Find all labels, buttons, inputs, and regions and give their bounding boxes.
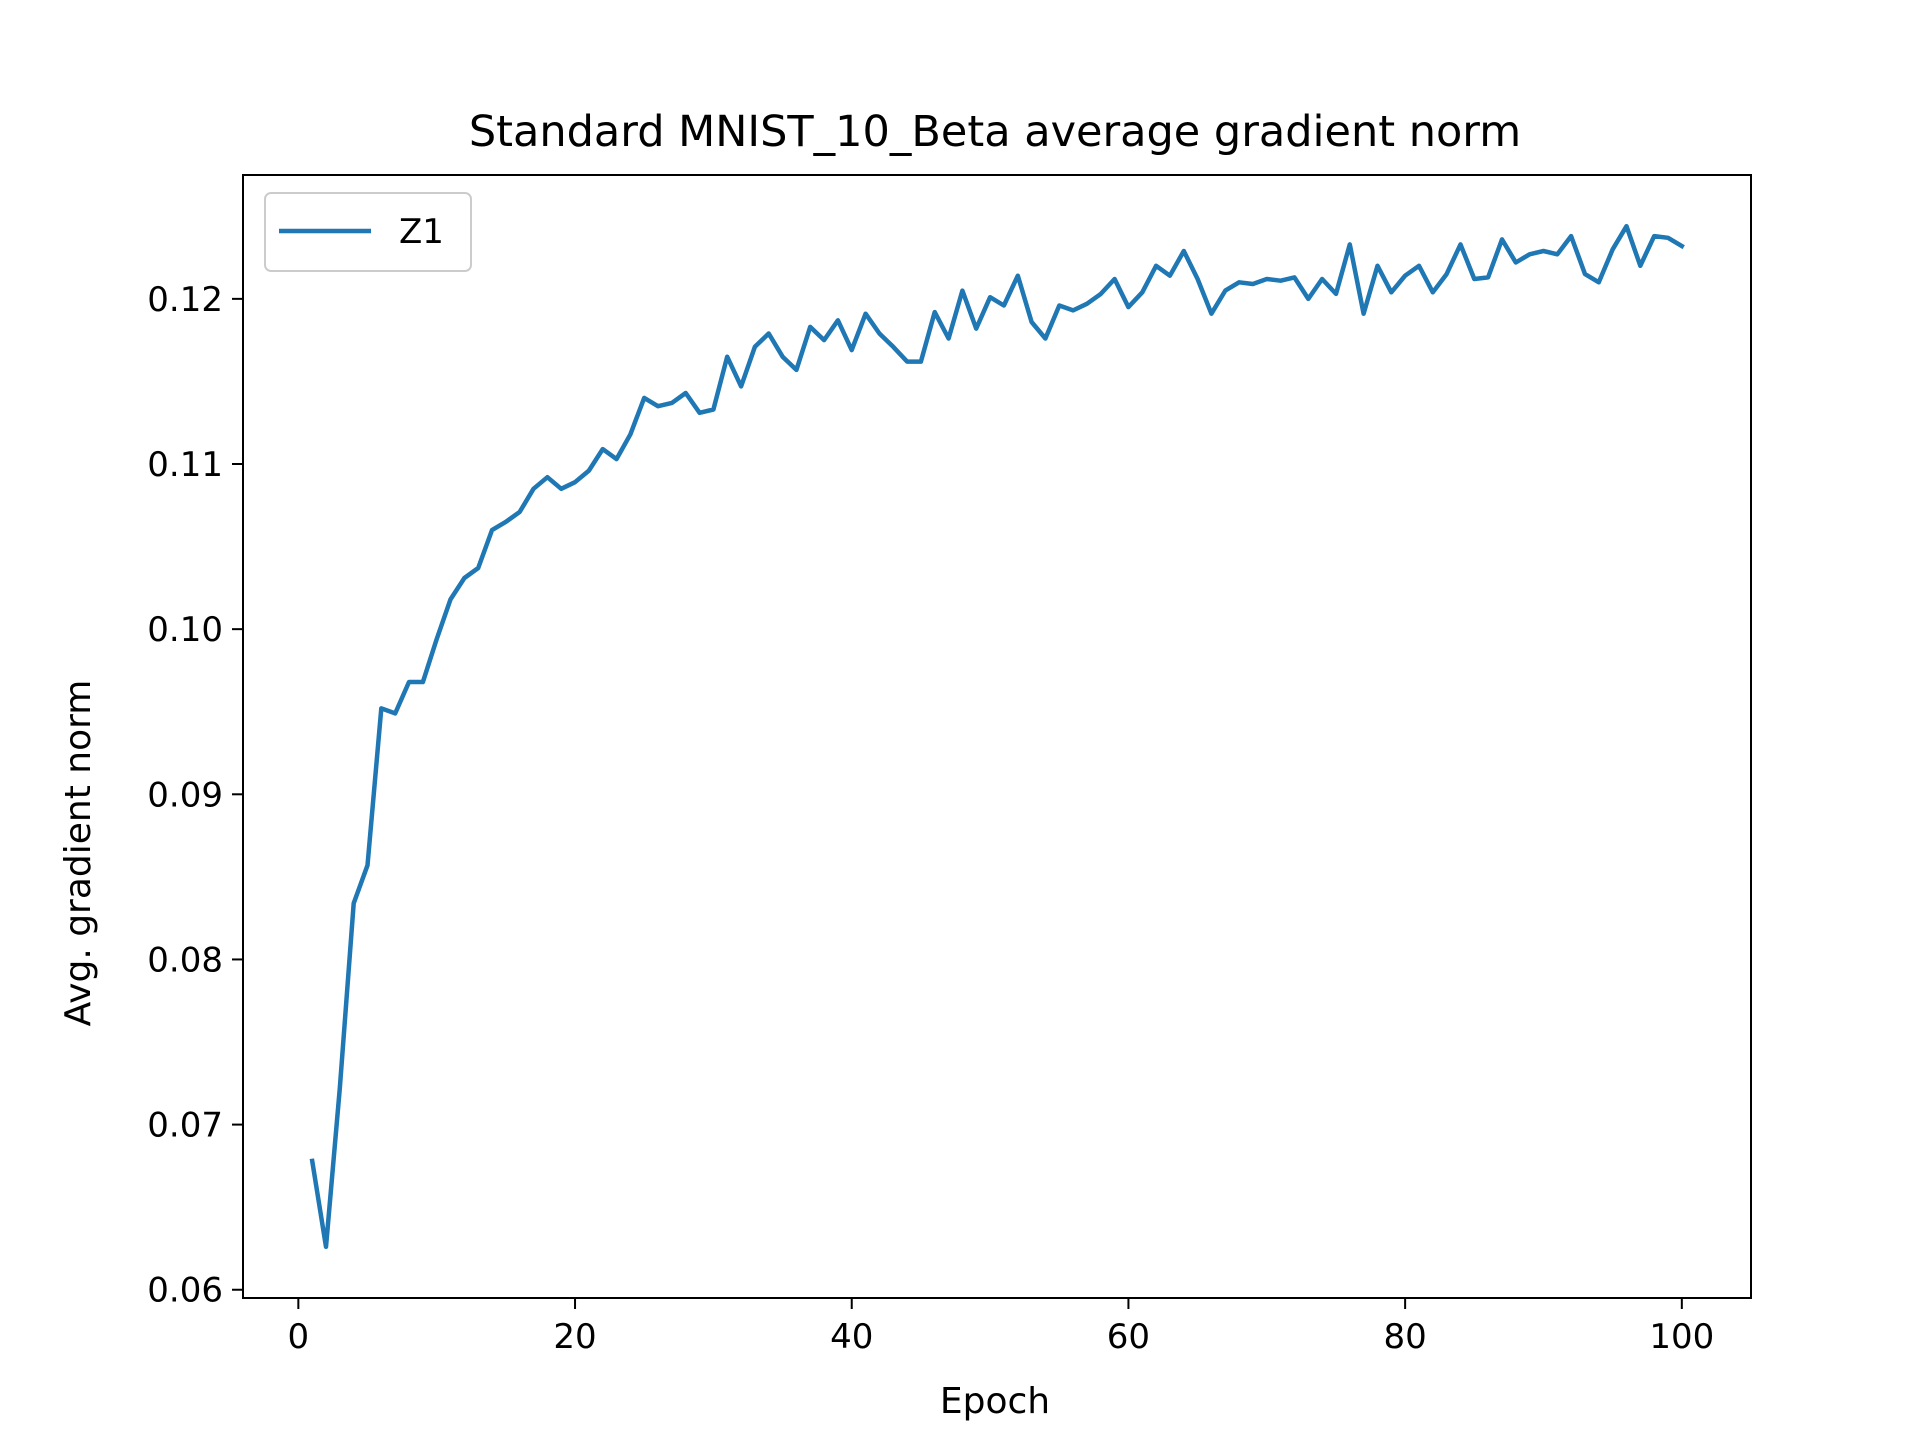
- y-axis-label: Avg. gradient norm: [58, 680, 99, 1027]
- y-tick-label: 0.10: [147, 610, 223, 650]
- x-tick-label: 0: [288, 1317, 310, 1357]
- y-tick-label: 0.06: [147, 1271, 223, 1311]
- series-line-z1: [309, 223, 1685, 1250]
- x-tick-label: 100: [1649, 1317, 1714, 1357]
- y-axis: 0.06 0.07 0.08 0.09 0.10 0.11 0.12: [147, 280, 243, 1311]
- x-tick-label: 40: [830, 1317, 873, 1357]
- x-tick-label: 60: [1107, 1317, 1150, 1357]
- y-tick-label: 0.07: [147, 1106, 223, 1146]
- plot-area-frame: [242, 174, 1752, 1299]
- chart-title: Standard MNIST_10_Beta average gradient …: [469, 107, 1521, 157]
- y-tick-label: 0.09: [147, 775, 223, 815]
- x-tick-label: 80: [1383, 1317, 1426, 1357]
- x-axis: 0 20 40 60 80 100: [288, 1298, 1714, 1357]
- y-tick-label: 0.11: [147, 445, 223, 485]
- legend-label-z1: Z1: [399, 212, 444, 252]
- legend: Z1: [264, 192, 472, 272]
- series-layer: [309, 223, 1685, 1250]
- y-tick-label: 0.12: [147, 280, 223, 320]
- y-tick-label: 0.08: [147, 940, 223, 980]
- x-axis-label: Epoch: [940, 1381, 1050, 1422]
- x-tick-label: 20: [553, 1317, 596, 1357]
